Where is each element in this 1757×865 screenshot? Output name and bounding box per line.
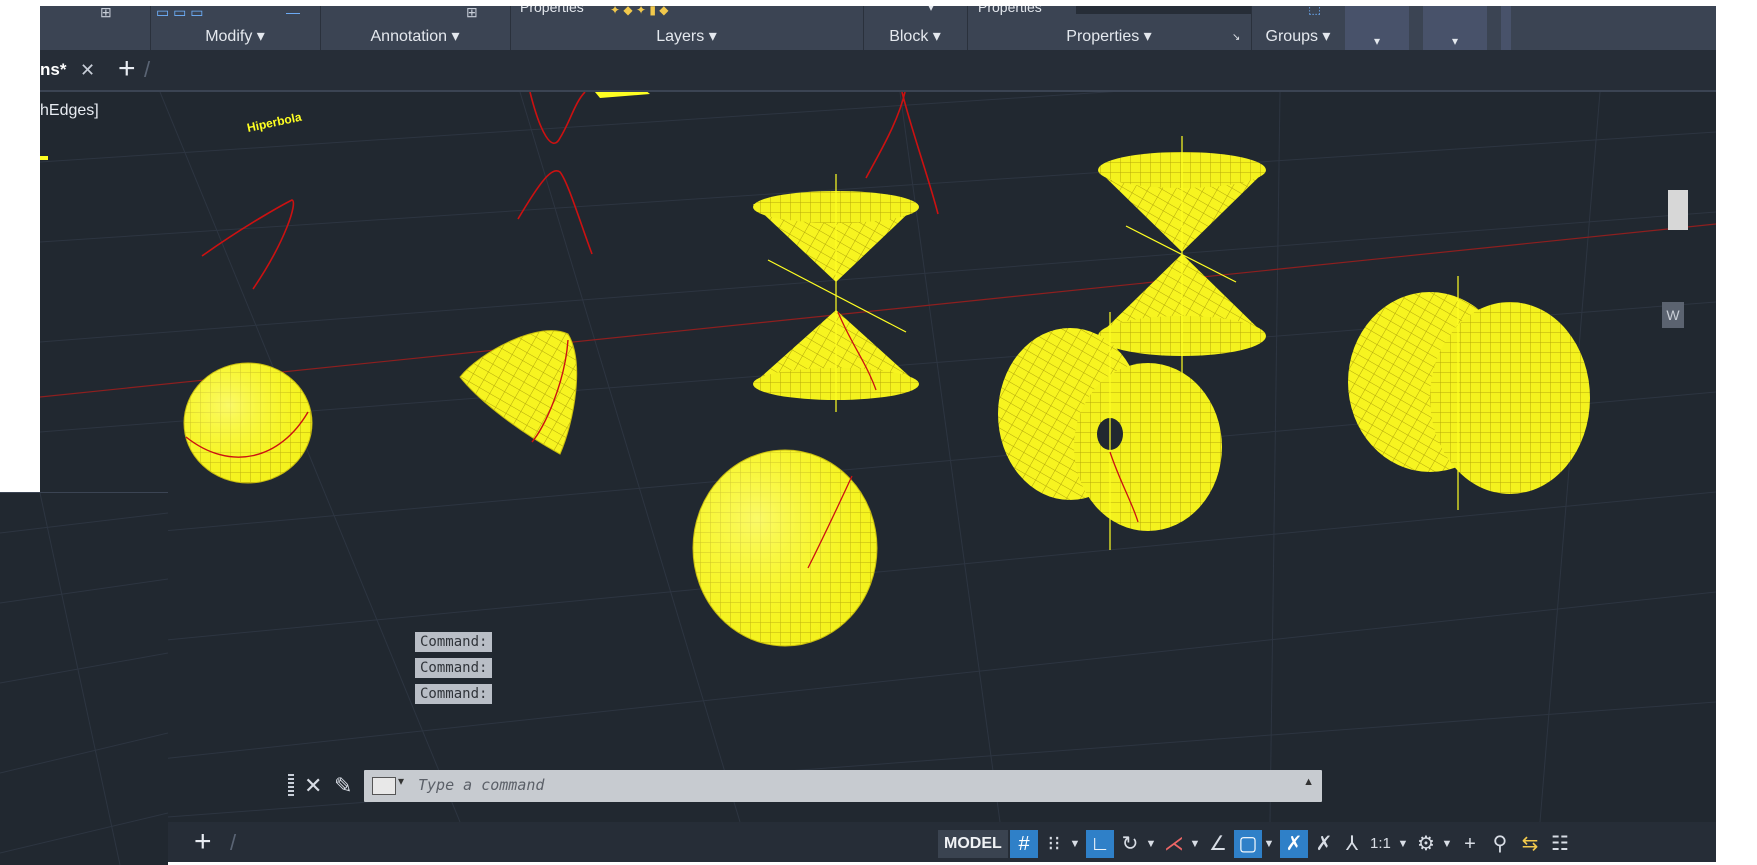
double-cone-model-1 [753,174,919,412]
object-snap-tracking-icon[interactable]: ∠ [1209,833,1227,855]
drawing-viewport[interactable]: Hiperbola [40,92,1716,822]
paraboloid-model [459,330,578,455]
autocad-window: ⊞ ▭ ▭ ▭ — ⊞ Properties ✦ ◆ ✦ ▮ ◆ ▾ Prope… [40,6,1716,862]
file-tab-bar: ns* ✕ + / [40,50,1716,92]
ribbon-tools-row: ⊞ ▭ ▭ ▭ — ⊞ Properties ✦ ◆ ✦ ▮ ◆ ▾ Prope… [40,6,1716,24]
command-line: ✕ ✎ ▾ Type a command ▲ [280,768,1324,804]
properties-launcher-icon[interactable]: ↘ [1232,32,1241,43]
command-history-up-icon[interactable]: ▲ [1303,776,1314,788]
annotation-visibility-icon[interactable]: ✗ [1280,830,1308,858]
close-tab-icon[interactable]: ✕ [80,60,96,80]
small-yellow-mark [595,92,650,98]
group-icon[interactable]: ⬚ [1308,6,1322,16]
grid-icon[interactable]: # [1010,830,1038,858]
command-history-line: Command: [415,658,493,678]
layer-tools-icons[interactable]: ✦ ◆ ✦ ▮ ◆ [610,6,669,17]
annotation-scale-value[interactable]: 1:1 [1370,835,1391,852]
table-icon[interactable]: ⊞ [466,6,478,20]
layout-tools-icon[interactable]: ▭ ▭ ▭ [156,6,204,20]
match-properties-label[interactable]: Properties [978,6,1042,15]
double-cone-model-2 [1098,136,1266,377]
move-tool-icon[interactable]: ⊞ [100,6,112,20]
tab-divider: / [144,57,151,82]
view-cube[interactable] [1668,190,1688,230]
annotation-panel-title[interactable]: Annotation ▾ [370,28,460,45]
properties-dropdown[interactable] [1076,6,1252,14]
panel-separator [150,6,151,50]
red-parabola-curves [201,92,939,290]
insert-icon[interactable]: ▾ [928,6,935,14]
groups-panel-title[interactable]: Groups ▾ [1265,28,1331,45]
command-input[interactable]: ▾ Type a command ▲ [364,770,1322,802]
layers-panel-title[interactable]: Layers ▾ [656,28,717,45]
workspace-dropdown-icon[interactable]: ▼ [1441,838,1453,850]
add-layout-icon[interactable]: + [194,825,212,858]
ribbon: ⊞ ▭ ▭ ▭ — ⊞ Properties ✦ ◆ ✦ ▮ ◆ ▾ Prope… [40,6,1716,50]
panel-separator [1251,6,1252,50]
isodraft-dropdown-icon[interactable]: ▼ [1189,838,1201,850]
match-tool-icon[interactable]: — [286,6,300,20]
new-tab-icon[interactable]: + [118,52,136,85]
visual-style-label[interactable]: hEdges] [40,102,99,119]
auto-scale-icon[interactable]: ✗ [1315,833,1333,855]
status-bar: + / MODEL # ⁝⁝ ▼ ∟ ↻ ▼ ⋌ ▼ ∠ ▢ ▼ ✗ ✗ ⅄ 1… [40,822,1716,862]
polar-icon[interactable]: ↻ [1121,833,1139,855]
layer-properties-label[interactable]: Properties [520,6,584,15]
modify-panel-title[interactable]: Modify ▾ [205,28,265,45]
panel-separator [510,6,511,50]
model-space-button[interactable]: MODEL [938,830,1008,858]
command-line-grip[interactable] [288,774,294,798]
customize-wrench-icon[interactable]: ✎ [334,773,353,798]
scale-dropdown-icon[interactable]: ▼ [1397,838,1409,850]
snap-icon[interactable]: ⁝⁝ [1047,833,1061,855]
drawing-tab[interactable]: ns* [40,60,67,79]
command-prompt-icon[interactable] [372,777,396,795]
grid-lines [40,92,1716,822]
torus-model [998,312,1222,550]
panel-separator [320,6,321,50]
panel-separator [863,6,864,50]
hardware-acceleration-icon[interactable]: ⇆ [1521,833,1539,855]
object-snap-dropdown-icon[interactable]: ▼ [1263,838,1275,850]
layout-divider: / [230,830,237,855]
close-command-line-icon[interactable]: ✕ [304,773,323,798]
sphere-model [183,362,313,484]
clean-screen-icon[interactable]: ☷ [1551,833,1569,855]
background-grid [0,493,168,865]
background-window-fragment [0,492,168,865]
panel-expand-button[interactable]: ▾ [1423,6,1487,50]
ellipsoid-model [692,449,878,647]
workspace-gear-icon[interactable]: ⚙ [1417,833,1435,855]
model-space-canvas[interactable]: Hiperbola [40,92,1716,822]
ortho-icon[interactable]: ∟ [1086,830,1114,858]
command-placeholder: Type a command [418,776,545,794]
recent-commands-chevron-icon[interactable]: ▾ [398,774,405,788]
properties-panel-title[interactable]: Properties ▾ [1066,28,1152,45]
marker [40,156,48,160]
command-history-line: Command: [415,684,493,704]
block-panel-title[interactable]: Block ▾ [889,28,941,45]
x-axis-line [40,223,1716,398]
ribbon-panel-labels: Modify ▾ Annotation ▾ Layers ▾ Block ▾ P… [40,6,1716,50]
isodraft-icon[interactable]: ⋌ [1164,833,1184,855]
outside-area [1716,0,1757,864]
annotation-scale-icon[interactable]: ⅄ [1345,833,1359,855]
polar-dropdown-icon[interactable]: ▼ [1145,838,1157,850]
panel-expand-button[interactable] [1501,6,1511,50]
isolate-objects-icon[interactable]: ⚲ [1492,833,1508,855]
object-snap-icon[interactable]: ▢ [1234,830,1262,858]
wcs-label-icon[interactable]: W [1662,302,1684,328]
partial-models-right [1348,276,1590,510]
panel-separator [967,6,968,50]
plus-icon[interactable]: + [1464,833,1476,855]
panel-expand-button[interactable]: ▾ [1345,6,1409,50]
snap-dropdown-icon[interactable]: ▼ [1069,838,1081,850]
hiperbola-label: Hiperbola [246,110,303,135]
command-history-line: Command: [415,632,493,652]
